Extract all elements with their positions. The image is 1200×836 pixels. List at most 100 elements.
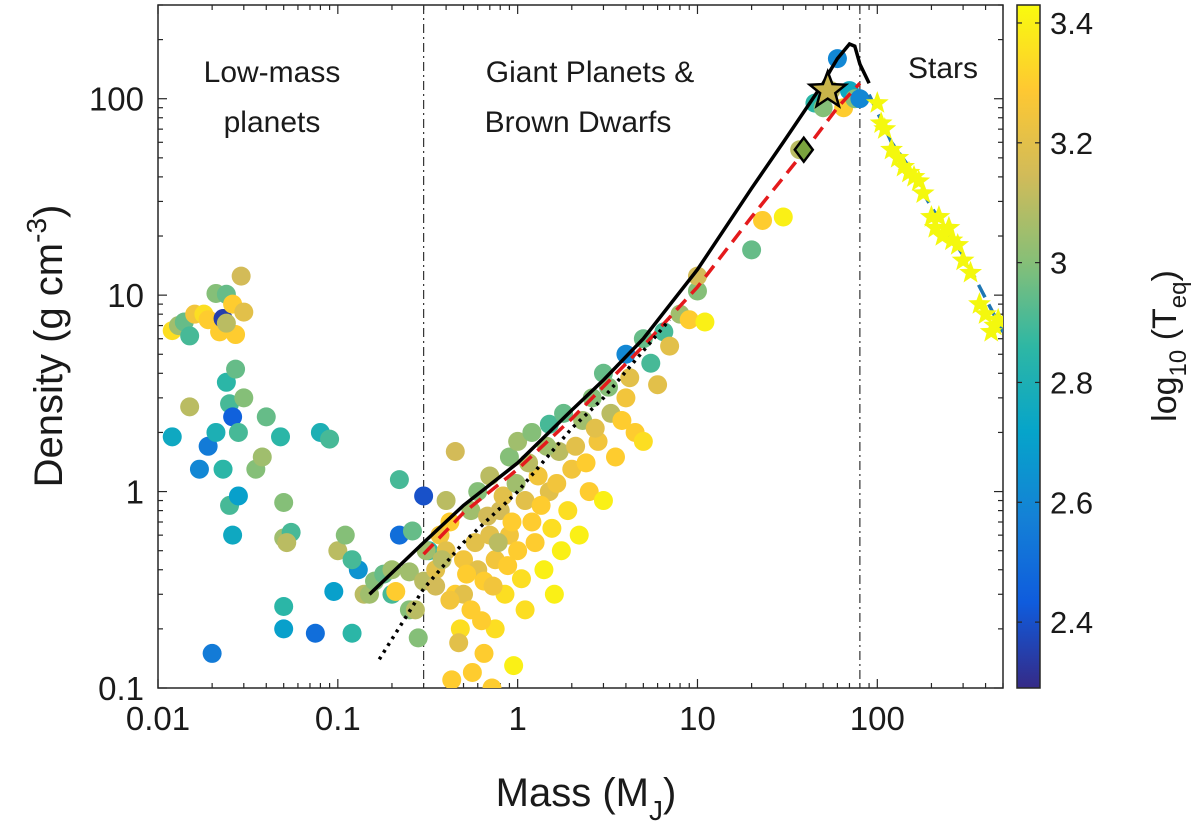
planet-point bbox=[342, 623, 362, 643]
planet-point bbox=[654, 322, 674, 342]
planet-point bbox=[228, 422, 248, 442]
planet-point bbox=[442, 670, 462, 688]
axis-ticks bbox=[157, 4, 1004, 689]
planet-point bbox=[515, 600, 535, 620]
colorbar-tick-label: 3.4 bbox=[1050, 6, 1093, 41]
planet-point bbox=[633, 431, 653, 451]
planet-point bbox=[511, 569, 531, 589]
colorbar-tick-label: 3 bbox=[1050, 246, 1067, 281]
x-tick-label: 0.01 bbox=[126, 700, 190, 737]
planet-point bbox=[271, 427, 291, 447]
star-point bbox=[865, 91, 889, 113]
colorbar-ticks: 2.4 2.6 2.8 3 3.2 3.4 bbox=[1017, 6, 1093, 640]
star-point bbox=[959, 260, 982, 283]
planet-point bbox=[605, 447, 625, 467]
planet-point bbox=[399, 562, 419, 582]
x-tick-label: 100 bbox=[850, 700, 905, 737]
planet-point bbox=[450, 619, 470, 639]
x-tick-label: 10 bbox=[679, 700, 716, 737]
planet-point bbox=[695, 312, 715, 332]
y-tick-label: 1 bbox=[126, 474, 144, 511]
planet-point bbox=[449, 633, 469, 653]
colorbar-tick-label: 2.8 bbox=[1050, 365, 1093, 400]
star-point bbox=[951, 248, 975, 271]
planet-point bbox=[478, 506, 498, 526]
planet-point bbox=[488, 533, 508, 553]
planet-point bbox=[850, 89, 870, 109]
x-tick-label: 0.1 bbox=[315, 700, 361, 737]
star-point bbox=[986, 307, 1003, 330]
planet-point bbox=[180, 326, 200, 346]
planet-point bbox=[180, 397, 200, 417]
planet-point bbox=[472, 611, 492, 631]
planet-point bbox=[742, 240, 762, 260]
planet-point bbox=[223, 525, 243, 545]
planet-point bbox=[576, 453, 596, 473]
planet-point bbox=[389, 470, 409, 490]
planet-point bbox=[335, 525, 355, 545]
planet-point bbox=[753, 210, 773, 230]
star-point bbox=[869, 111, 893, 133]
star-points bbox=[865, 91, 1003, 342]
star-point bbox=[979, 319, 1003, 342]
planet-point bbox=[620, 368, 640, 388]
planet-point bbox=[508, 431, 528, 451]
planet-point bbox=[506, 473, 526, 493]
planet-point bbox=[483, 576, 503, 596]
star-point bbox=[880, 137, 903, 160]
star-point bbox=[907, 169, 931, 191]
planet-point bbox=[382, 560, 402, 580]
planet-point bbox=[773, 207, 793, 227]
y-tick-label: 10 bbox=[107, 277, 144, 314]
planet-point bbox=[499, 447, 519, 467]
planet-point bbox=[324, 581, 344, 601]
planet-point bbox=[223, 407, 243, 427]
planet-point bbox=[440, 590, 460, 610]
planet-point bbox=[502, 512, 522, 532]
star-point bbox=[937, 215, 961, 238]
planet-point bbox=[522, 512, 542, 532]
planet-point bbox=[274, 596, 294, 616]
planet-point bbox=[515, 491, 535, 511]
planet-point bbox=[445, 441, 465, 461]
planet-point bbox=[493, 486, 513, 506]
planet-points bbox=[162, 49, 870, 688]
region-label-low-mass-line1: Low-mass bbox=[204, 56, 341, 89]
star-point bbox=[927, 205, 951, 227]
colorbar-label: log10 (Teq) bbox=[1146, 270, 1192, 422]
planet-point bbox=[562, 459, 582, 479]
planet-point bbox=[305, 623, 325, 643]
planet-point bbox=[320, 429, 340, 449]
colorbar bbox=[1016, 4, 1041, 689]
colorbar-tick-label: 2.4 bbox=[1050, 605, 1093, 640]
colorbar-tick-label: 2.6 bbox=[1050, 485, 1093, 520]
region-label-giant-line2: Brown Dwarfs bbox=[485, 106, 672, 139]
planet-point bbox=[508, 541, 528, 561]
planet-point bbox=[440, 512, 460, 532]
planet-point bbox=[641, 353, 661, 373]
planet-point bbox=[498, 556, 518, 576]
star-point bbox=[911, 181, 935, 203]
star-point bbox=[974, 302, 997, 324]
planet-point bbox=[474, 643, 494, 663]
star-point bbox=[940, 228, 964, 251]
star-point bbox=[886, 145, 910, 168]
planet-point bbox=[198, 436, 218, 456]
planet-point bbox=[542, 518, 562, 538]
star-point bbox=[930, 224, 954, 246]
planet-point bbox=[198, 310, 218, 330]
planet-point bbox=[593, 491, 613, 511]
planet-point bbox=[228, 486, 248, 506]
planet-point bbox=[534, 560, 554, 580]
planet-point bbox=[461, 501, 481, 521]
planet-point bbox=[648, 375, 668, 395]
star-point bbox=[923, 215, 947, 238]
y-tick-label: 100 bbox=[89, 81, 144, 118]
planet-point bbox=[598, 377, 618, 397]
planet-point bbox=[436, 491, 456, 511]
red-dashed-curve bbox=[422, 82, 862, 556]
region-label-giant-line1: Giant Planets & bbox=[486, 56, 694, 89]
planet-point bbox=[234, 302, 254, 322]
